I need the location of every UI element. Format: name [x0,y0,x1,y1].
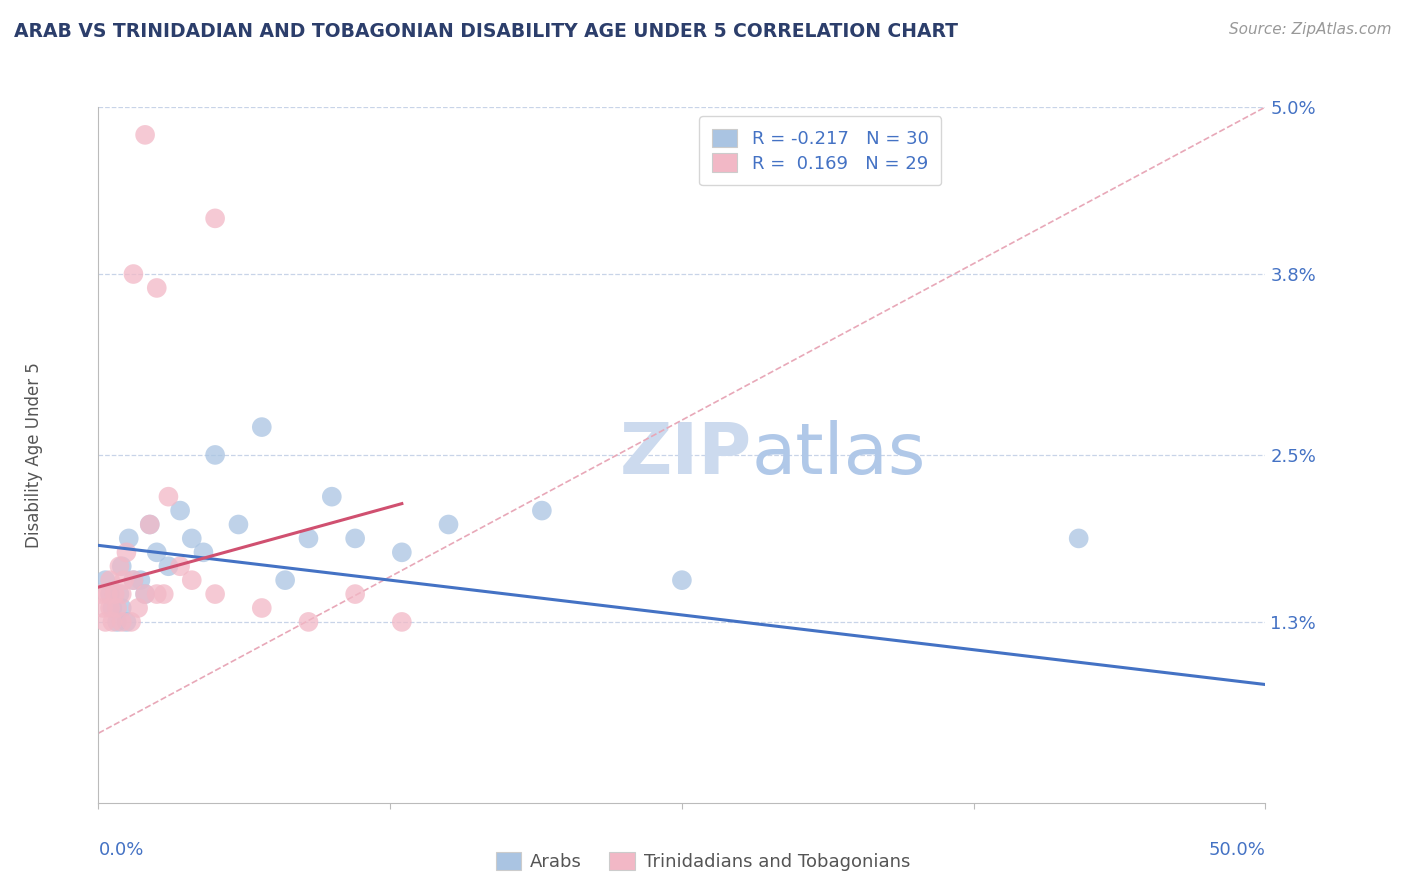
Point [94,573,117,587]
Point [139,517,162,532]
Point [129,573,152,587]
Point [250,601,273,615]
Point [122,573,145,587]
Point [120,615,142,629]
Point [180,573,202,587]
Point [193,545,215,559]
Point [391,615,413,629]
Point [180,532,202,546]
Point [204,587,226,601]
Point [98,587,121,601]
Point [139,517,162,532]
Point [101,615,124,629]
Point [1067,532,1090,546]
Point [104,587,127,601]
Text: ARAB VS TRINIDADIAN AND TOBAGONIAN DISABILITY AGE UNDER 5 CORRELATION CHART: ARAB VS TRINIDADIAN AND TOBAGONIAN DISAB… [14,22,957,41]
Point [297,532,319,546]
Point [97,587,120,601]
Text: atlas: atlas [752,420,927,490]
Point [250,420,273,434]
Point [94,615,117,629]
Text: Source: ZipAtlas.com: Source: ZipAtlas.com [1229,22,1392,37]
Point [111,559,134,574]
Point [105,615,128,629]
Point [157,559,180,574]
Point [344,532,367,546]
Text: Disability Age Under 5: Disability Age Under 5 [25,362,44,548]
Point [111,587,134,601]
Text: 50.0%: 50.0% [1209,841,1265,859]
Point [146,587,169,601]
Point [671,573,693,587]
Point [122,573,145,587]
Legend: Arabs, Trinidadians and Tobagonians: Arabs, Trinidadians and Tobagonians [489,845,917,879]
Point [98,601,121,615]
Point [115,545,138,559]
Point [157,490,180,504]
Point [122,267,145,281]
Text: ZIP: ZIP [620,420,752,490]
Point [297,615,319,629]
Point [204,448,226,462]
Point [112,573,135,587]
Point [228,517,250,532]
Point [101,601,124,615]
Point [98,573,121,587]
Point [146,545,169,559]
Point [391,545,413,559]
Point [90,587,112,601]
Point [134,128,156,142]
Point [108,587,131,601]
Point [111,615,134,629]
Point [530,503,553,517]
Point [169,503,191,517]
Point [152,587,174,601]
Point [344,587,367,601]
Point [108,559,131,574]
Point [91,601,114,615]
Legend: R = -0.217   N = 30, R =  0.169   N = 29: R = -0.217 N = 30, R = 0.169 N = 29 [699,116,941,186]
Point [146,281,169,295]
Point [134,587,156,601]
Point [134,587,156,601]
Point [118,532,141,546]
Text: 0.0%: 0.0% [98,841,143,859]
Point [127,601,149,615]
Point [274,573,297,587]
Point [437,517,460,532]
Point [204,211,226,226]
Point [321,490,343,504]
Point [111,601,134,615]
Point [115,615,138,629]
Point [105,601,128,615]
Point [169,559,191,574]
